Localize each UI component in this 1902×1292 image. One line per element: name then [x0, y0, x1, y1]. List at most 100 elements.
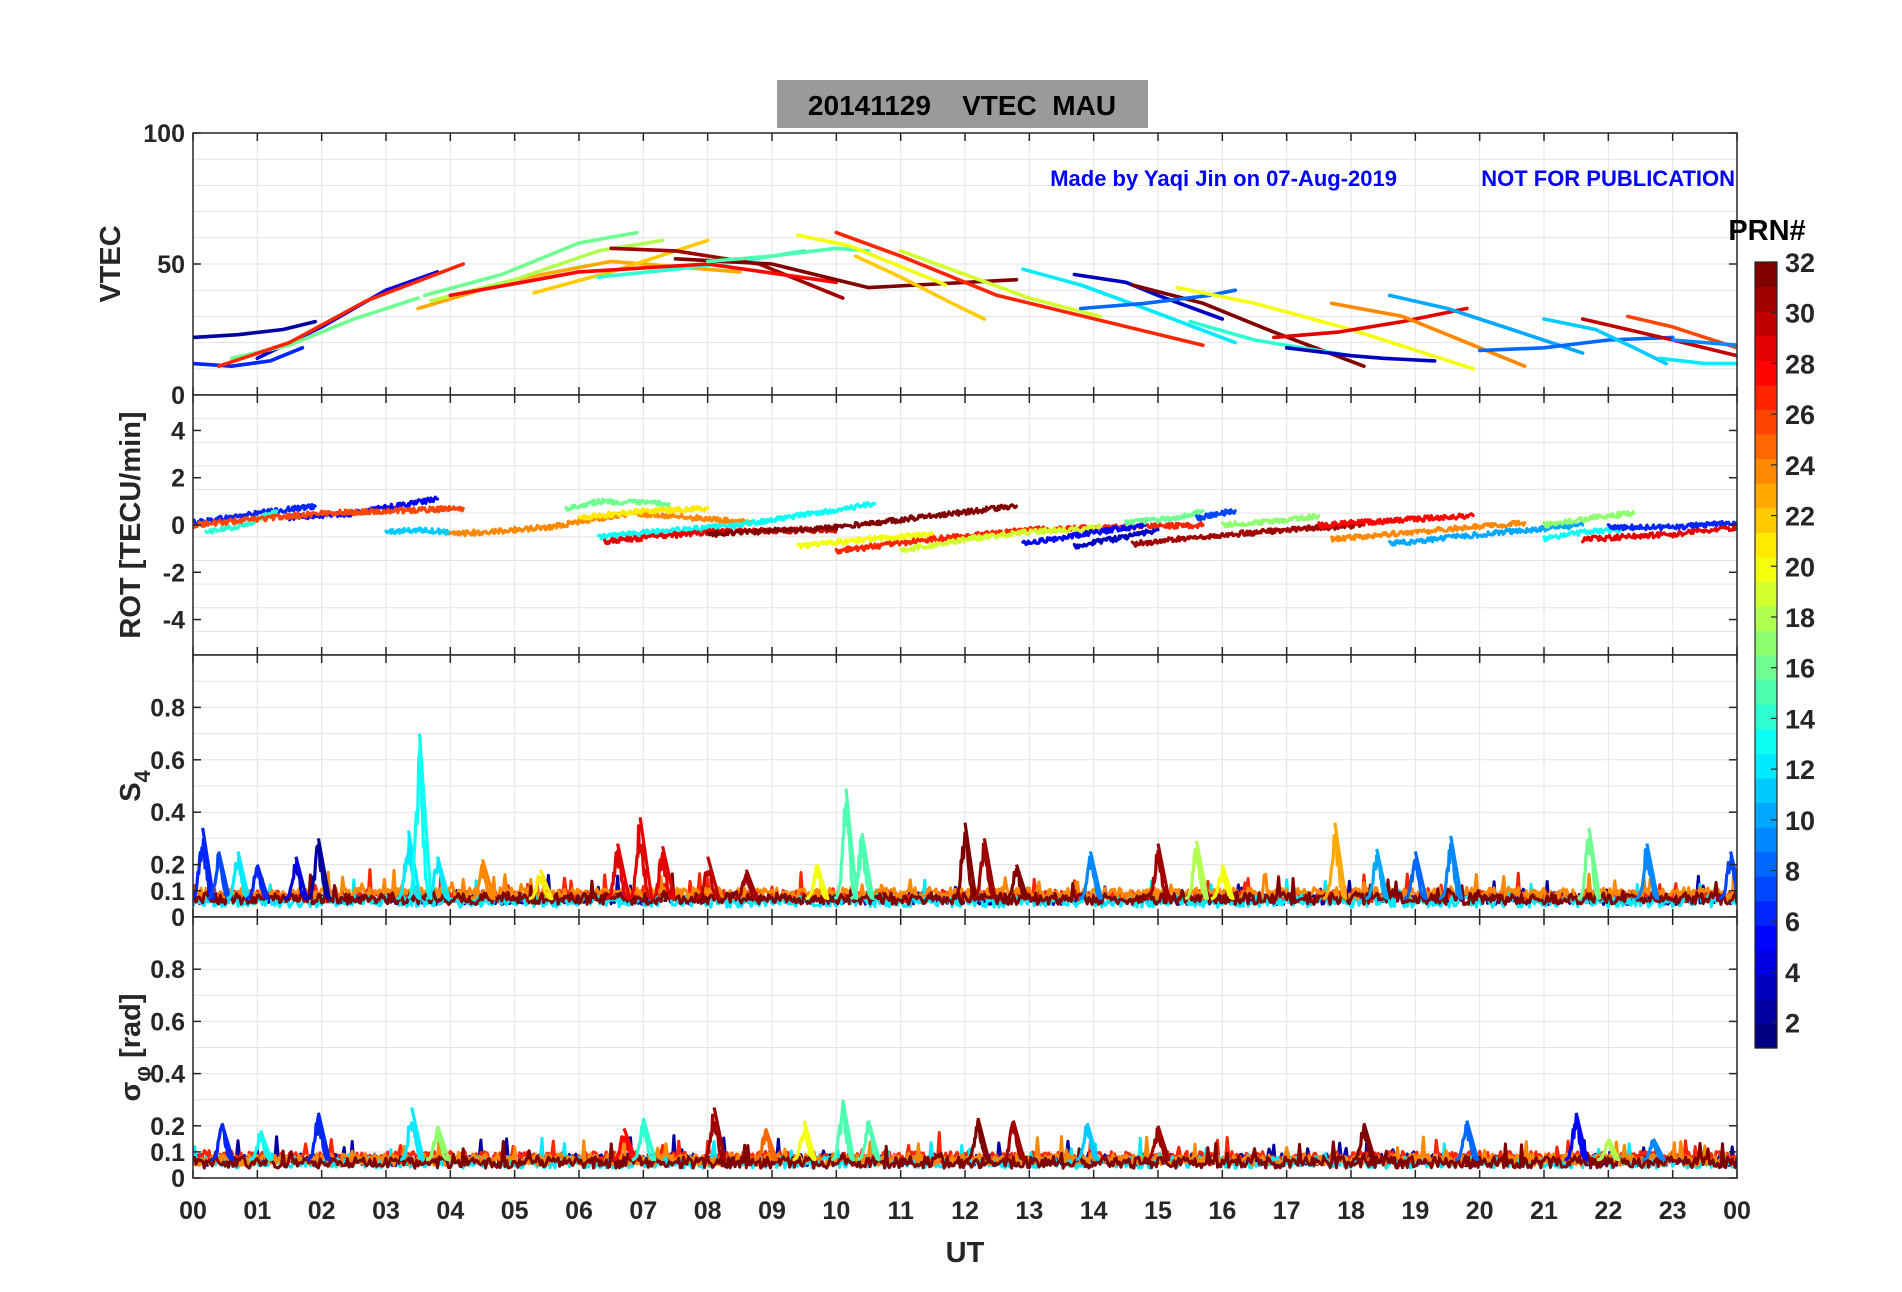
peak-prn-18	[1184, 840, 1210, 901]
colorbar-swatch	[1755, 433, 1777, 460]
panel-sigma_phi: 00.10.2 0.4 0.6 0.8 σφ [rad]	[115, 916, 1738, 1193]
peak-prn-21	[527, 869, 554, 901]
peak-prn-32	[965, 1117, 991, 1162]
peak-prn-29	[627, 817, 654, 901]
y-label-unit: [rad]	[115, 993, 147, 1066]
series-prn-20	[796, 530, 935, 550]
sigma_phi-y-label: σφ [rad]	[115, 993, 155, 1101]
peak-prn-15	[830, 1099, 856, 1162]
x-tick-label: 16	[1208, 1197, 1236, 1225]
x-tick-label: 12	[951, 1197, 979, 1225]
series-prn-2	[193, 319, 318, 340]
colorbar-tick-label: 30	[1785, 299, 1815, 329]
series-prn-19	[898, 249, 1102, 319]
colorbar-swatch	[1755, 286, 1777, 312]
series-prn-9	[1670, 338, 1737, 348]
colorbar-swatch	[1755, 483, 1777, 509]
colorbar-swatch	[1755, 1023, 1777, 1049]
series-prn-22	[853, 254, 987, 321]
y-tick-label: 0.1	[150, 1139, 185, 1167]
colorbar-swatch	[1755, 900, 1777, 926]
series-prn-31	[609, 246, 845, 300]
x-tick-label: 03	[372, 1197, 400, 1225]
baseline-prn-32	[193, 872, 1737, 906]
series-prn-11	[384, 526, 452, 536]
series-prn-24	[1330, 519, 1527, 543]
y-tick-label: 0	[171, 904, 185, 932]
series-prn-7	[1194, 508, 1237, 522]
colorbar-swatch	[1755, 851, 1777, 877]
colorbar-title: PRN#	[1728, 215, 1805, 247]
peak-prn-7	[1718, 851, 1737, 901]
colorbar-swatch	[1755, 605, 1777, 632]
series-prn-27	[834, 230, 1205, 348]
colorbar-swatch	[1755, 826, 1777, 853]
series-prn-21	[577, 504, 710, 521]
x-tick-label: 00	[1723, 1197, 1751, 1225]
series-prn-19	[899, 523, 1102, 554]
series-prn-10	[1387, 293, 1585, 355]
y-tick-label: 0	[171, 1165, 185, 1193]
colorbar-swatch	[1755, 360, 1777, 386]
colorbar-swatch	[1755, 704, 1777, 730]
y-label-subscript: φ	[130, 1066, 155, 1082]
series-prn-5	[1021, 521, 1147, 547]
peak-prn-32	[1004, 864, 1029, 901]
sigma_phi-series	[193, 1099, 1737, 1170]
peak-prn-13	[406, 733, 433, 901]
colorbar-swatch	[1755, 998, 1777, 1025]
y-tick-label: 0.4	[150, 1061, 185, 1089]
y-tick-label: 0.2	[150, 852, 185, 880]
baseline-prn-27	[193, 1131, 1737, 1165]
series-prn-8	[1079, 288, 1237, 311]
peak-prn-23	[1322, 822, 1348, 901]
vtec-series	[193, 230, 1737, 371]
peak-prn-31	[733, 869, 759, 901]
peak-prn-7	[206, 851, 232, 901]
colorbar-swatch	[1755, 974, 1777, 1000]
baseline-prn-32	[193, 1140, 1737, 1170]
y-tick-label: 0.8	[150, 956, 185, 984]
y-tick-label: 50	[157, 251, 185, 279]
series-prn-29	[1272, 306, 1469, 340]
peak-prn-31	[971, 838, 997, 901]
series-prn-6	[193, 345, 305, 369]
x-axis-label: UT	[946, 1237, 985, 1269]
peak-prn-9	[1438, 835, 1464, 901]
peak-prn-32	[1351, 1122, 1377, 1162]
peak-prn-31	[1145, 843, 1171, 901]
series-prn-15	[705, 246, 871, 264]
colorbar-tick-label: 28	[1785, 349, 1815, 379]
peak-prn-8	[1402, 851, 1428, 901]
peak-prn-6	[244, 864, 270, 901]
x-tick-label: 06	[565, 1197, 593, 1225]
series-prn-20	[795, 233, 948, 287]
peak-prn-31	[701, 1107, 727, 1162]
x-tick-label: 09	[758, 1197, 786, 1225]
not-for-publication-note: NOT FOR PUBLICATION	[1481, 166, 1735, 191]
y-tick-label: 100	[143, 120, 185, 148]
peak-prn-10	[1364, 848, 1390, 901]
colorbar-swatch	[1755, 728, 1777, 754]
colorbar-swatch	[1755, 777, 1777, 803]
y-tick-label: 0	[171, 512, 185, 540]
title-box	[777, 80, 1148, 128]
colorbar-tick-label: 26	[1785, 400, 1815, 430]
y-tick-label: 0.1	[150, 878, 185, 906]
peak-prn-11	[1074, 1122, 1100, 1162]
series-prn-8	[1477, 335, 1675, 353]
rot-y-label: ROT [TECU/min]	[115, 411, 147, 638]
x-tick-label: 21	[1530, 1197, 1558, 1225]
peak-prn-29	[650, 845, 676, 901]
s4-y-label: S4	[115, 769, 155, 801]
colorbar-tick-label: 32	[1785, 248, 1815, 278]
series-prn-27	[216, 262, 466, 369]
peak-prn-9	[1634, 843, 1660, 901]
colorbar-swatch	[1755, 630, 1777, 656]
series-prn-10	[1387, 521, 1585, 547]
x-tick-label: 13	[1015, 1197, 1043, 1225]
series-prn-29	[1580, 523, 1737, 544]
series-prn-3	[1284, 345, 1437, 363]
peak-prn-5	[1563, 1112, 1589, 1162]
